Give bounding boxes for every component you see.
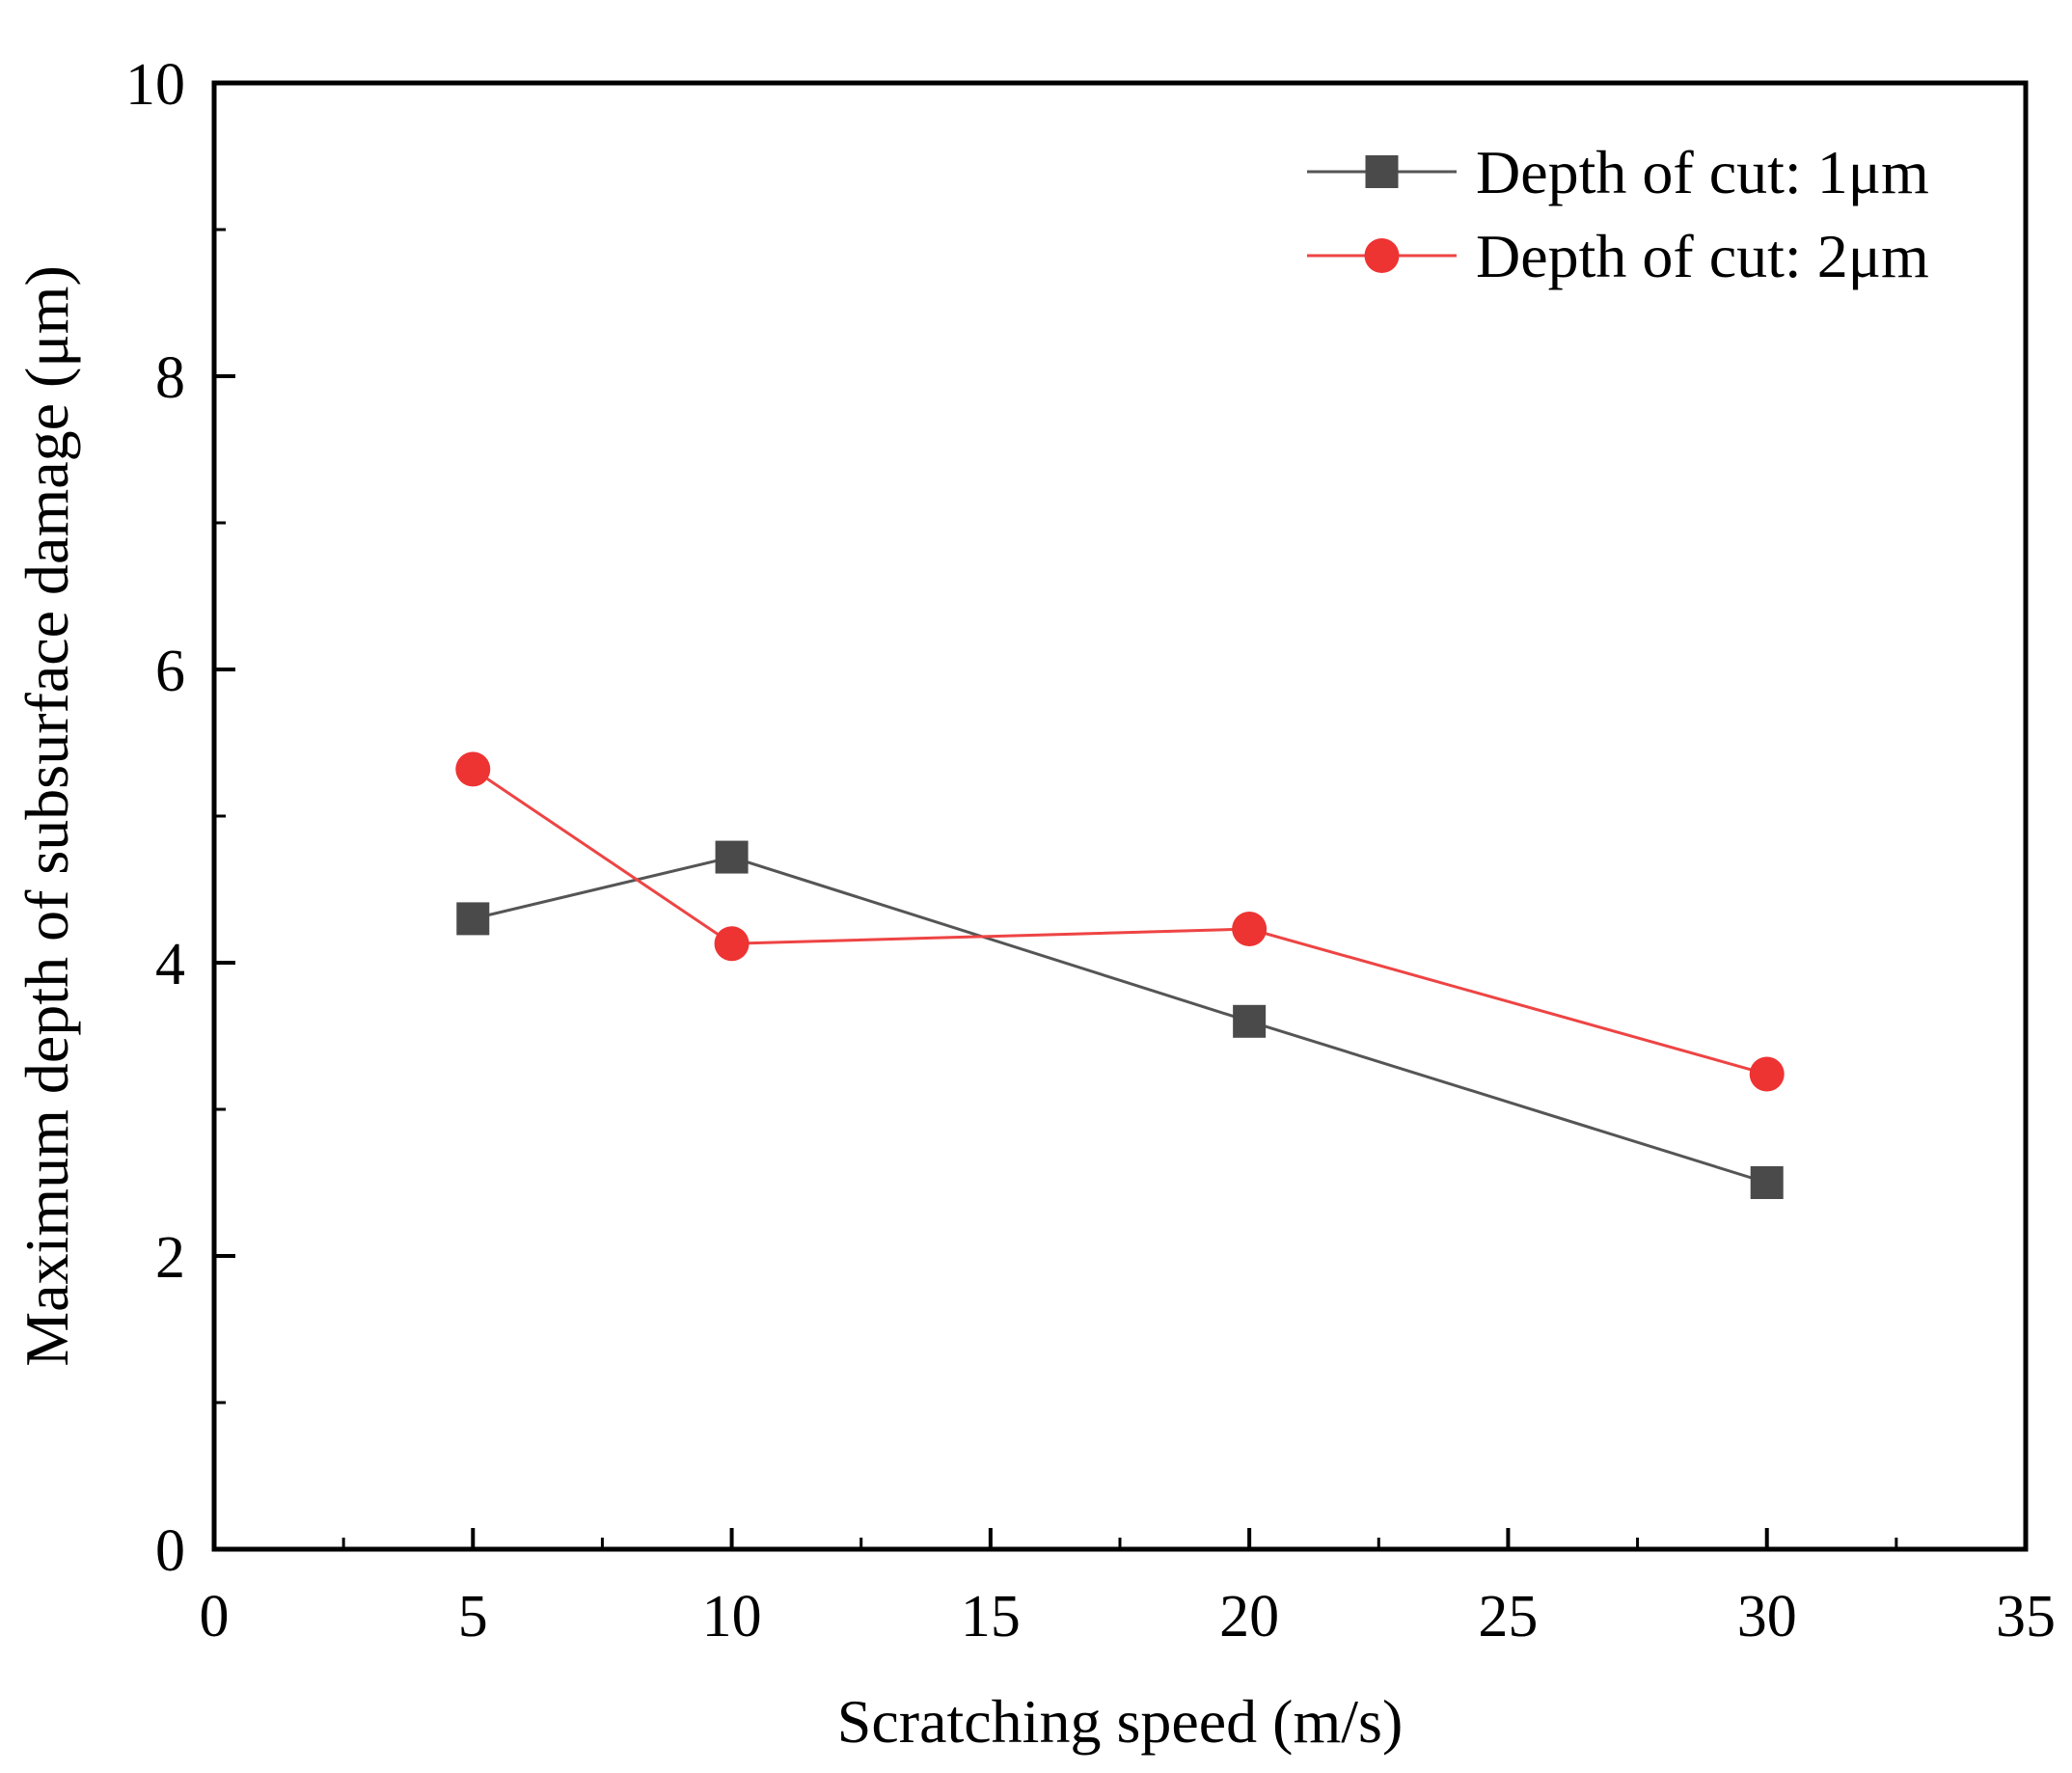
x-tick-label: 10 bbox=[702, 1584, 762, 1650]
y-tick-label: 10 bbox=[125, 52, 185, 118]
legend-marker-1 bbox=[1365, 155, 1399, 188]
y-tick-label: 2 bbox=[155, 1225, 185, 1291]
series-1-point bbox=[1750, 1166, 1784, 1199]
x-tick-label: 35 bbox=[1996, 1584, 2056, 1650]
x-tick-label: 30 bbox=[1737, 1584, 1797, 1650]
y-tick-label: 6 bbox=[155, 639, 185, 704]
legend-marker-2 bbox=[1364, 238, 1400, 273]
series-2-point bbox=[1232, 912, 1268, 947]
y-tick-label: 8 bbox=[155, 345, 185, 411]
y-axis-title: Maximum depth of subsurface damage (μm) bbox=[13, 265, 81, 1367]
series-1-point bbox=[715, 840, 749, 874]
series-2-point bbox=[1749, 1056, 1785, 1092]
legend-label-1: Depth of cut: 1μm bbox=[1476, 138, 1929, 206]
series-1-point bbox=[1233, 1004, 1267, 1038]
series-1-point bbox=[456, 902, 490, 936]
tick-labels: 0 5 10 15 20 25 30 35 0 2 4 6 8 10 bbox=[125, 52, 2056, 1650]
x-tick-label: 0 bbox=[200, 1584, 230, 1650]
legend-label-2: Depth of cut: 2μm bbox=[1476, 222, 1929, 290]
series-2-line bbox=[472, 768, 1768, 1076]
series-2-point bbox=[455, 751, 491, 787]
series-layer bbox=[455, 751, 1785, 1199]
y-tick-label: 0 bbox=[155, 1518, 185, 1584]
y-tick-label: 4 bbox=[155, 932, 185, 997]
series-2-point bbox=[714, 926, 750, 962]
axis-ticks bbox=[212, 81, 2028, 1551]
x-tick-label: 20 bbox=[1219, 1584, 1279, 1650]
plot-area-frame bbox=[211, 80, 2029, 1552]
x-tick-label: 15 bbox=[961, 1584, 1021, 1650]
x-tick-label: 25 bbox=[1478, 1584, 1538, 1650]
x-axis-title: Scratching speed (m/s) bbox=[837, 1687, 1404, 1756]
x-tick-label: 5 bbox=[458, 1584, 488, 1650]
series-1-line bbox=[472, 856, 1768, 1185]
legend: Depth of cut: 1μm Depth of cut: 2μm bbox=[1307, 138, 1929, 290]
